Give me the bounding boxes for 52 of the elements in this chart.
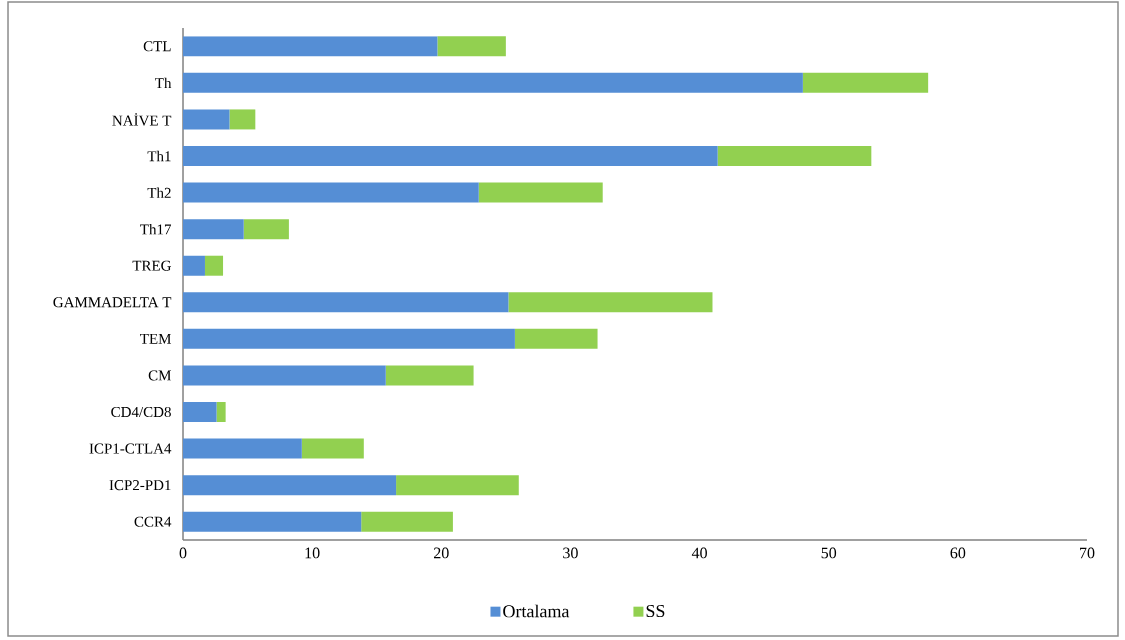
x-tick-label: 0 [179,547,187,559]
bar [183,146,718,166]
bar [361,511,453,532]
bar [243,219,289,240]
bar [385,365,474,386]
y-tick-label: NAİVE T [112,113,172,126]
bar [802,72,929,93]
x-tick-label: 40 [691,547,707,559]
bar [183,438,302,459]
y-tick-label: CTL [143,41,171,52]
bar [183,402,217,422]
y-tick-label: TREG [132,260,172,271]
y-tick-label: CCR4 [134,516,172,527]
bar [508,292,713,313]
y-tick-label: Th2 [147,187,171,198]
bar [396,475,519,496]
y-tick-label: CD4/CD8 [111,406,171,418]
bar [229,109,256,130]
legend-label: Ortalama [503,604,570,618]
bar [183,182,479,203]
bar [301,438,364,459]
x-tick-label: 20 [434,547,449,559]
bar [514,328,598,349]
bar [437,36,506,57]
y-tick-label: Th17 [140,223,172,235]
y-tick-label: TEM [140,333,172,344]
bar [183,219,244,240]
y-tick-label: ICP1-CTLA4 [89,443,172,454]
y-tick-label: Th1 [147,150,171,162]
bar [717,146,872,166]
y-tick-label: GAMMADELTA T [53,297,172,308]
bar [183,475,397,496]
x-tick-label: 70 [1080,547,1095,559]
bar [204,255,224,276]
bar [216,402,226,422]
bar [183,328,515,349]
legend-label: SS [646,604,665,618]
x-tick-label: 10 [305,547,320,559]
y-tick-label: Th [155,77,172,89]
bar [478,182,603,203]
bar [183,511,362,532]
bar [183,72,803,93]
bar [183,255,205,276]
bar [183,365,386,386]
y-tick-label: ICP2-PD1 [109,480,171,491]
bar [183,109,230,130]
x-tick-label: 60 [950,547,966,559]
x-tick-label: 30 [563,547,578,559]
bar [183,36,438,57]
y-tick-label: CM [148,370,172,381]
x-tick-label: 50 [821,547,837,559]
bar [183,292,509,313]
